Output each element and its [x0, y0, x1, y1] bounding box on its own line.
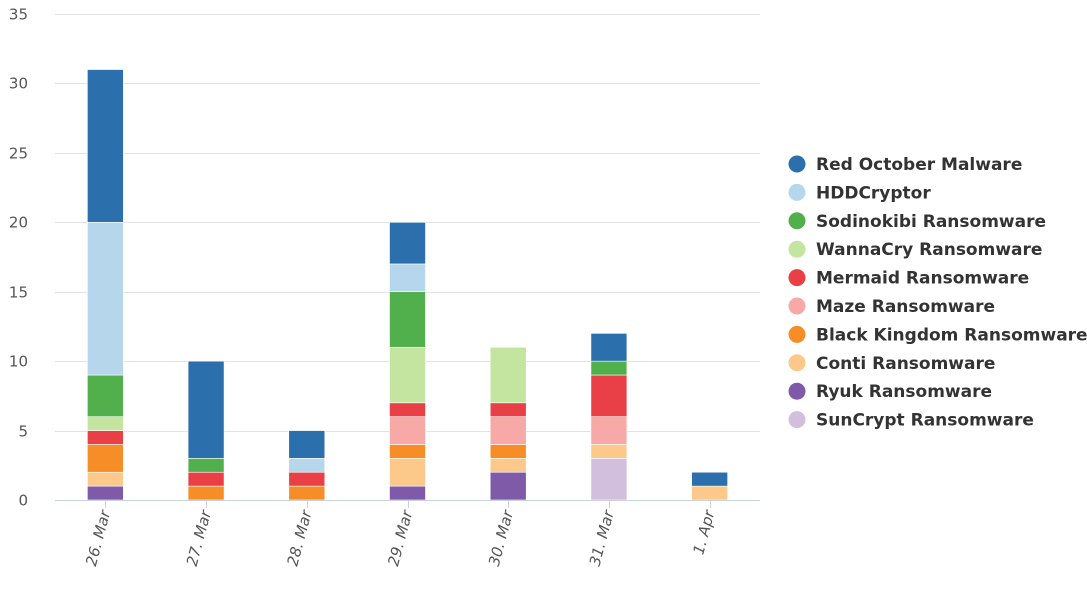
bar-segment[interactable]: [87, 430, 124, 445]
x-tick-label: 28. Mar: [284, 508, 316, 568]
legend-label: HDDCryptor: [816, 183, 931, 203]
bar-segment[interactable]: [489, 346, 527, 404]
bar-segment[interactable]: [389, 444, 426, 459]
legend-swatch: [788, 212, 806, 230]
bar-segment[interactable]: [590, 444, 628, 459]
legend: Red October Malware HDDCryptor Sodinokibi …: [788, 155, 1087, 431]
y-tick-label: 10: [9, 353, 28, 371]
bar-segment[interactable]: [489, 471, 527, 501]
bar-segment[interactable]: [389, 416, 426, 445]
bar-segment[interactable]: [590, 360, 628, 376]
bar-segment[interactable]: [87, 374, 124, 417]
legend-label: Black Kingdom Ransomware: [816, 325, 1087, 345]
y-tick-label: 35: [9, 6, 28, 24]
bar-segment[interactable]: [389, 402, 426, 417]
legend-label: Maze Ransomware: [816, 297, 995, 317]
bar-segment[interactable]: [288, 458, 326, 473]
x-tick-label: 30. Mar: [485, 508, 517, 568]
legend-swatch: [788, 183, 806, 201]
legend-swatch: [788, 411, 806, 429]
legend-item[interactable]: Red October Malware: [788, 155, 1023, 175]
legend-label: Red October Malware: [816, 155, 1022, 175]
bar-segment[interactable]: [489, 444, 527, 459]
x-tick-label: 1. Apr: [689, 508, 718, 557]
legend-label: SunCrypt Ransomware: [816, 411, 1034, 431]
bar-segment[interactable]: [87, 69, 124, 223]
bar-segment[interactable]: [187, 485, 225, 501]
bar-segment[interactable]: [590, 458, 628, 501]
bar-segment[interactable]: [187, 471, 225, 487]
bar-segment[interactable]: [87, 416, 124, 431]
legend-label: WannaCry Ransomware: [816, 240, 1042, 260]
legend-swatch: [788, 382, 806, 400]
bar-segment[interactable]: [288, 471, 326, 487]
legend-swatch: [788, 325, 806, 343]
bar-segment[interactable]: [87, 444, 124, 473]
bar-segment[interactable]: [389, 485, 426, 501]
bar-segment[interactable]: [389, 221, 426, 265]
legend-swatch: [788, 354, 806, 372]
bar-segment[interactable]: [590, 374, 628, 417]
legend-label: Mermaid Ransomware: [816, 269, 1029, 289]
legend-label: Conti Ransomware: [816, 354, 995, 374]
bar-segment[interactable]: [87, 221, 124, 376]
legend-label: Ryuk Ransomware: [816, 382, 992, 402]
bar-segment[interactable]: [288, 485, 326, 501]
legend-swatch: [788, 240, 806, 258]
y-tick-label: 20: [9, 214, 28, 232]
bar-stacks: [87, 69, 728, 501]
bar-segment[interactable]: [87, 471, 124, 487]
y-tick-label: 25: [9, 145, 28, 163]
legend-item[interactable]: Conti Ransomware: [788, 354, 996, 374]
bar-segment[interactable]: [389, 346, 426, 404]
bar-segment[interactable]: [389, 458, 426, 487]
legend-item[interactable]: SunCrypt Ransomware: [788, 411, 1034, 431]
legend-swatch: [788, 297, 806, 315]
legend-swatch: [788, 155, 806, 173]
y-tick-label: 15: [9, 284, 28, 302]
legend-item[interactable]: Ryuk Ransomware: [788, 382, 993, 402]
y-tick-label: 5: [18, 423, 28, 441]
x-tick-label: 26. Mar: [82, 508, 114, 568]
bar-segment[interactable]: [187, 458, 225, 473]
legend-item[interactable]: Mermaid Ransomware: [788, 269, 1030, 289]
legend-item[interactable]: Black Kingdom Ransomware: [788, 325, 1087, 345]
x-tick-label: 31. Mar: [586, 508, 618, 568]
y-tick-label: 30: [9, 75, 28, 93]
legend-label: Sodinokibi Ransomware: [816, 212, 1046, 232]
bar-segment[interactable]: [187, 360, 225, 459]
legend-item[interactable]: WannaCry Ransomware: [788, 240, 1043, 260]
bar-segment[interactable]: [489, 402, 527, 417]
bar-segment[interactable]: [590, 333, 628, 362]
bar-segment[interactable]: [489, 458, 527, 473]
x-tick-label: 27. Mar: [183, 508, 215, 568]
legend-item[interactable]: Sodinokibi Ransomware: [788, 212, 1047, 232]
legend-item[interactable]: HDDCryptor: [788, 183, 932, 203]
legend-swatch: [788, 269, 806, 287]
bar-segment[interactable]: [489, 416, 527, 445]
bar-segment[interactable]: [389, 263, 426, 293]
bar-segment[interactable]: [389, 291, 426, 348]
bar-segment[interactable]: [288, 430, 326, 459]
bar-segment[interactable]: [691, 485, 728, 501]
bar-segment[interactable]: [590, 416, 628, 445]
y-tick-label: 0: [18, 492, 28, 510]
bar-segment[interactable]: [87, 485, 124, 501]
x-tick-label: 29. Mar: [384, 508, 416, 568]
bar-segment[interactable]: [691, 471, 728, 487]
legend-item[interactable]: Maze Ransomware: [788, 297, 996, 317]
